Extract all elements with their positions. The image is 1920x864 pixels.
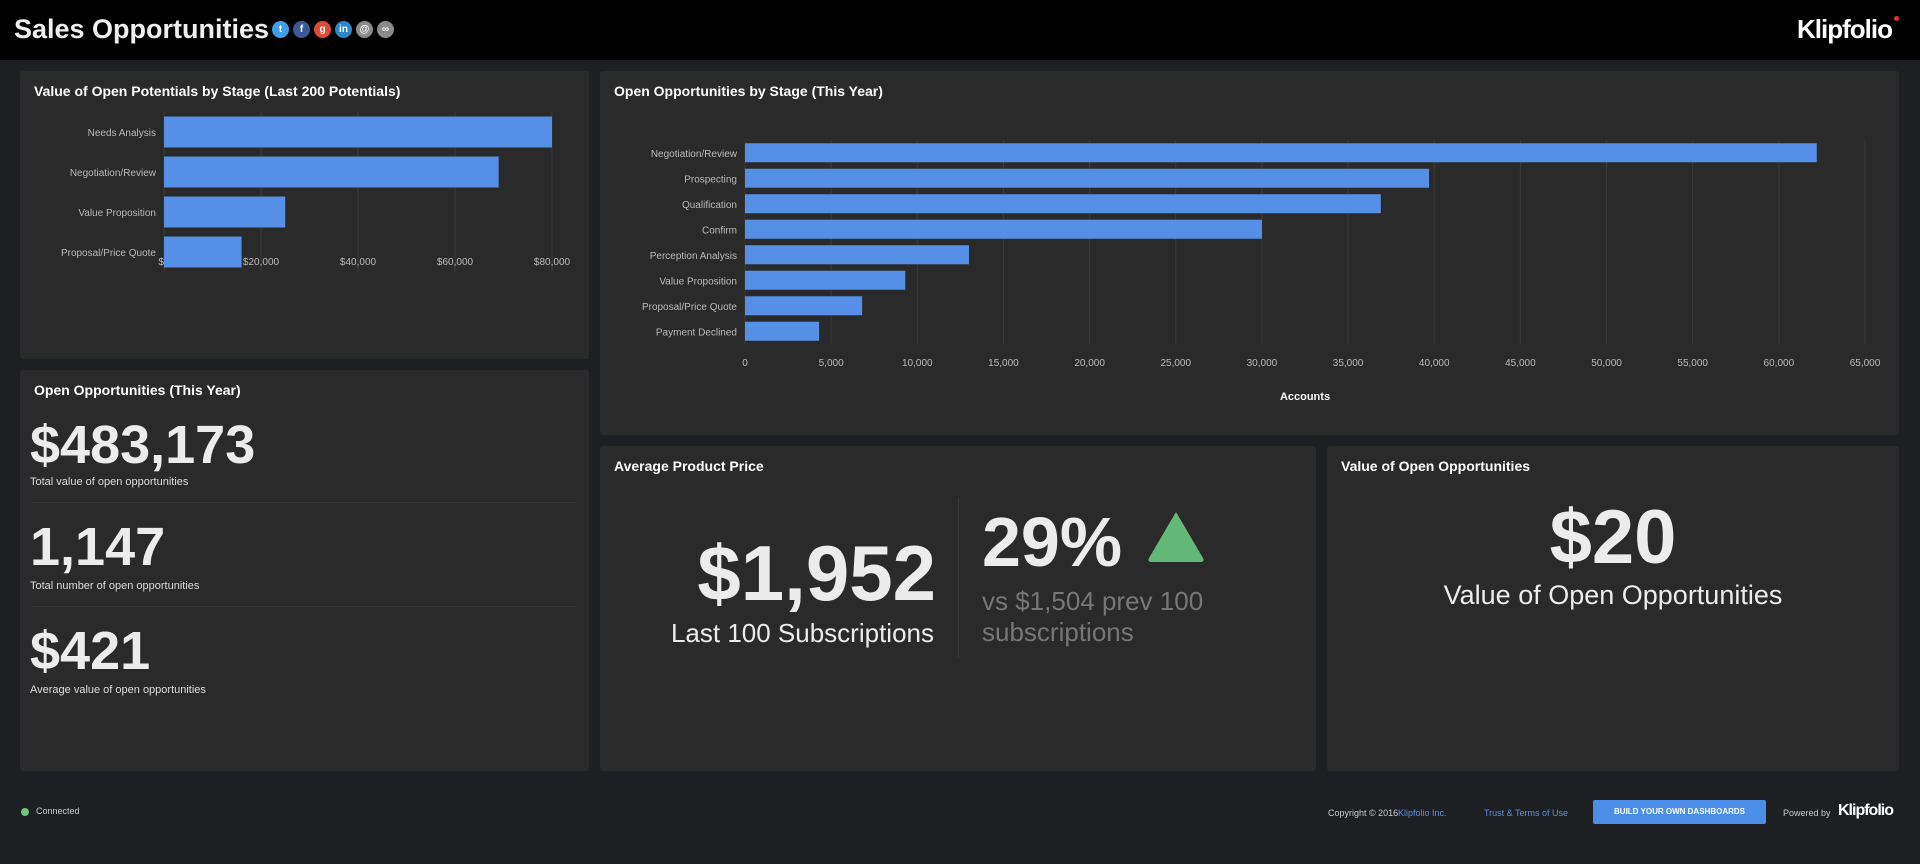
x-tick-label: 50,000 xyxy=(1591,358,1622,369)
x-tick-label: 30,000 xyxy=(1247,358,1278,369)
panel-title: Open Opportunities by Stage (This Year) xyxy=(614,83,883,99)
divider xyxy=(958,498,959,658)
value-open-label: Value of Open Opportunities xyxy=(1443,580,1783,610)
x-tick-label: $60,000 xyxy=(437,257,474,268)
twitter-icon[interactable]: t xyxy=(272,21,289,38)
x-tick-label: 20,000 xyxy=(1074,358,1105,369)
metric-average-value: $421 xyxy=(30,621,151,681)
avg-price-value: $1,952 xyxy=(697,529,936,617)
bar-negotiation-review xyxy=(164,156,499,188)
divider xyxy=(32,606,577,607)
share-icons: t f g in @ ∞ xyxy=(272,21,394,38)
metric-total-value: $483,173 xyxy=(30,415,256,475)
x-tick-label: $40,000 xyxy=(340,257,377,268)
bar-prospecting xyxy=(745,168,1430,188)
terms-link[interactable]: Trust & Terms of Use xyxy=(1484,808,1569,818)
chart-panel-opps-by-stage: Open Opportunities by Stage (This Year) … xyxy=(600,71,1899,435)
y-category-label: Proposal/Price Quote xyxy=(61,248,156,259)
y-category-label: Payment Declined xyxy=(656,327,737,338)
bar-confirm xyxy=(745,219,1262,239)
comparison-text: vs $1,504 prev 100 subscriptions xyxy=(982,586,1204,647)
avg-price-label: Last 100 Subscriptions xyxy=(670,618,934,648)
value-open-opportunities-panel: Value of Open Opportunities $20 Value of… xyxy=(1327,446,1899,771)
email-icon[interactable]: @ xyxy=(356,21,373,38)
connection-status: Connected xyxy=(36,806,80,816)
google-plus-icon[interactable]: g xyxy=(314,21,331,38)
header-bar: Sales Opportunities t f g in @ ∞ Klipfolio xyxy=(0,0,1920,60)
y-category-label: Negotiation/Review xyxy=(651,149,738,160)
value-open-amount: $20 xyxy=(1549,495,1677,580)
y-category-label: Proposal/Price Quote xyxy=(642,302,737,313)
x-tick-label: 25,000 xyxy=(1160,358,1191,369)
bar-needs-analysis xyxy=(164,116,552,148)
y-category-label: Qualification xyxy=(682,200,737,211)
panel-title: Value of Open Opportunities xyxy=(1341,458,1531,474)
chart-panel-value-by-stage: Value of Open Potentials by Stage (Last … xyxy=(20,71,589,359)
x-tick-label: $20,000 xyxy=(243,257,280,268)
linkedin-icon[interactable]: in xyxy=(335,21,352,38)
bar-proposal-price-quote xyxy=(164,236,242,268)
bar-payment-declined xyxy=(745,321,820,341)
x-tick-label: 45,000 xyxy=(1505,358,1536,369)
x-tick-label: 0 xyxy=(742,358,748,369)
metric-average-value-label: Average value of open opportunities xyxy=(30,684,206,696)
y-category-label: Prospecting xyxy=(684,174,737,185)
y-category-label: Needs Analysis xyxy=(88,128,156,139)
connection-status-icon xyxy=(21,808,29,816)
bar-value-proposition xyxy=(164,196,286,228)
metric-total-count-label: Total number of open opportunities xyxy=(30,580,200,592)
bar-perception-analysis xyxy=(745,245,969,265)
klipfolio-logo[interactable]: Klipfolio xyxy=(1797,14,1899,44)
bar-qualification xyxy=(745,194,1381,214)
panel-title: Average Product Price xyxy=(614,458,764,474)
panel-title: Value of Open Potentials by Stage (Last … xyxy=(34,83,401,99)
footer: Connected Copyright © 2016 Klipfolio Inc… xyxy=(0,771,1920,864)
y-category-label: Value Proposition xyxy=(659,276,737,287)
facebook-icon[interactable]: f xyxy=(293,21,310,38)
change-percent: 29% xyxy=(982,503,1123,581)
link-icon[interactable]: ∞ xyxy=(377,21,394,38)
x-tick-label: 35,000 xyxy=(1333,358,1364,369)
x-tick-label: $80,000 xyxy=(534,257,571,268)
powered-by-text: Powered by xyxy=(1783,808,1831,818)
y-category-label: Confirm xyxy=(702,225,737,236)
panel-title: Open Opportunities (This Year) xyxy=(34,382,241,398)
dashboard-title: Sales Opportunities xyxy=(14,14,270,44)
x-tick-label: 65,000 xyxy=(1850,358,1881,369)
bar-value-proposition xyxy=(745,270,906,290)
build-dashboards-button[interactable]: BUILD YOUR OWN DASHBOARDS xyxy=(1593,800,1766,824)
y-category-label: Perception Analysis xyxy=(650,251,737,262)
x-axis-title: Accounts xyxy=(1280,391,1330,403)
open-opportunities-panel: Open Opportunities (This Year) $483,173 … xyxy=(20,370,589,771)
bar-chart-opps-by-stage: 0 5,000 10,000 15,000 20,000 25,000 30,000 35,0… xyxy=(642,140,1881,403)
y-category-label: Value Proposition xyxy=(78,208,156,219)
bar-proposal-price-quote xyxy=(745,296,863,316)
average-product-price-panel: Average Product Price $1,952 Last 100 Su… xyxy=(600,446,1316,771)
x-tick-label: 5,000 xyxy=(819,358,844,369)
company-link[interactable]: Klipfolio Inc. xyxy=(1398,808,1447,818)
x-tick-label: 55,000 xyxy=(1677,358,1708,369)
powered-by-logo[interactable]: Klipfolio xyxy=(1838,802,1894,819)
metric-total-count: 1,147 xyxy=(30,517,166,577)
x-tick-label: 40,000 xyxy=(1419,358,1450,369)
x-tick-label: 10,000 xyxy=(902,358,933,369)
bar-negotiation-review xyxy=(745,143,1817,163)
x-tick-label: 60,000 xyxy=(1764,358,1795,369)
trend-up-icon xyxy=(1148,512,1204,562)
divider xyxy=(32,502,577,503)
y-category-label: Negotiation/Review xyxy=(70,168,157,179)
metric-total-value-label: Total value of open opportunities xyxy=(30,476,189,488)
copyright-text: Copyright © 2016 xyxy=(1328,808,1399,818)
x-tick-label: 15,000 xyxy=(988,358,1019,369)
